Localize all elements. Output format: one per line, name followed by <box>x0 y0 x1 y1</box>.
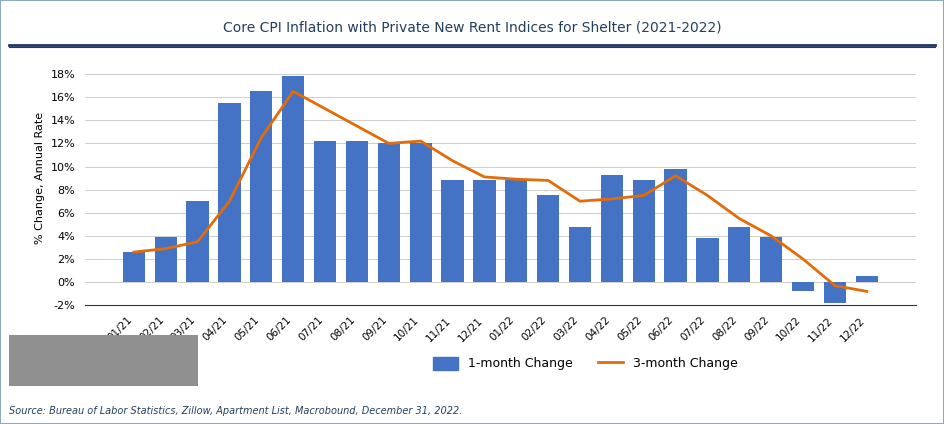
Bar <box>473 180 496 282</box>
Bar <box>250 91 273 282</box>
Bar <box>537 195 559 282</box>
Polygon shape <box>13 346 25 355</box>
Text: Source: Bureau of Labor Statistics, Zillow, Apartment List, Macrobound, December: Source: Bureau of Labor Statistics, Zill… <box>9 405 463 416</box>
Polygon shape <box>25 346 36 355</box>
Bar <box>697 238 718 282</box>
Text: CenterSquare: CenterSquare <box>53 354 156 367</box>
Bar <box>505 180 528 282</box>
Bar <box>728 227 750 282</box>
Polygon shape <box>25 366 36 375</box>
Bar <box>314 141 336 282</box>
Bar <box>410 143 431 282</box>
Bar <box>378 143 400 282</box>
Bar <box>824 282 846 303</box>
Polygon shape <box>13 366 25 375</box>
Bar <box>760 237 783 282</box>
Bar <box>855 276 878 282</box>
Polygon shape <box>13 356 25 365</box>
Bar <box>632 180 655 282</box>
Bar <box>600 175 623 282</box>
Bar <box>218 103 241 282</box>
Polygon shape <box>25 356 36 365</box>
Y-axis label: % Change, Annual Rate: % Change, Annual Rate <box>35 112 45 244</box>
Polygon shape <box>36 346 47 355</box>
Bar <box>187 201 209 282</box>
Bar <box>282 76 304 282</box>
Polygon shape <box>36 356 47 365</box>
Bar <box>665 169 686 282</box>
Bar <box>569 227 591 282</box>
Text: Core CPI Inflation with Private New Rent Indices for Shelter (2021-2022): Core CPI Inflation with Private New Rent… <box>223 20 721 35</box>
Bar <box>346 141 368 282</box>
Bar <box>155 237 177 282</box>
Polygon shape <box>36 366 47 375</box>
Bar <box>123 252 145 282</box>
Legend: 1-month Change, 3-month Change: 1-month Change, 3-month Change <box>428 352 743 375</box>
Bar <box>792 282 814 291</box>
Bar <box>442 180 464 282</box>
